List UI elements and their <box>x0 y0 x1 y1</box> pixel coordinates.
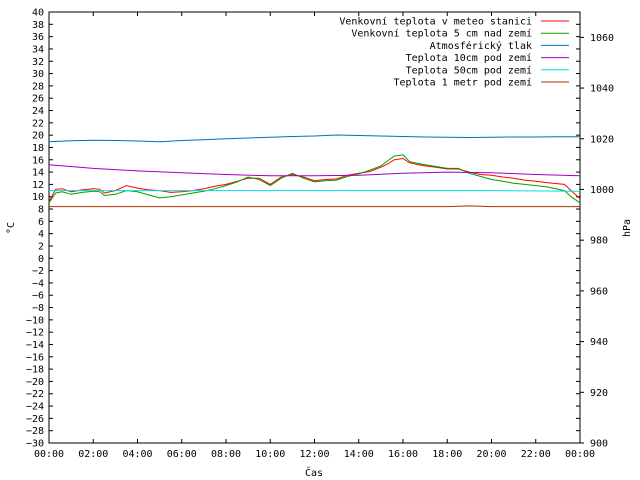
left-tick-label: 36 <box>32 32 44 43</box>
y2-tick-label: 1020 <box>590 134 614 145</box>
legend: Venkovní teplota v meteo staniciVenkovní… <box>339 16 569 89</box>
x-tick-label: 12:00 <box>299 449 329 460</box>
y-axis-label: °C <box>6 222 17 234</box>
left-tick-label: −22 <box>26 389 44 400</box>
left-tick-label: 6 <box>38 217 44 228</box>
x-tick-label: 00:00 <box>34 449 64 460</box>
left-tick-label: 40 <box>32 8 44 19</box>
x-tick-label: 20:00 <box>476 449 506 460</box>
series-lines <box>48 134 581 208</box>
y2-tick-label: 980 <box>590 236 608 247</box>
y2-tick-label: 960 <box>590 286 608 297</box>
legend-label: Teplota 10cm pod zemí <box>406 52 532 64</box>
left-tick-label: −18 <box>26 365 44 376</box>
y2-axis-label: hPa <box>622 219 633 237</box>
left-tick-label: −10 <box>26 315 44 326</box>
left-tick-label: −6 <box>32 291 44 302</box>
x-tick-label: 16:00 <box>388 449 418 460</box>
left-tick-label: 4 <box>38 229 44 240</box>
left-tick-label: −12 <box>26 328 44 339</box>
left-tick-label: 2 <box>38 241 44 252</box>
left-tick-label: −20 <box>26 377 44 388</box>
y2-tick-label: 920 <box>590 388 608 399</box>
left-tick-label: 18 <box>32 143 44 154</box>
left-tick-label: 16 <box>32 155 44 166</box>
legend-label: Atmosférický tlak <box>430 40 532 52</box>
left-tick-label: −26 <box>26 414 44 425</box>
left-tick-label: −30 <box>26 439 44 450</box>
left-tick-label: 30 <box>32 69 44 80</box>
x-tick-label: 10:00 <box>255 449 285 460</box>
left-tick-label: −4 <box>32 278 44 289</box>
y2-tick-label: 940 <box>590 337 608 348</box>
left-tick-label: −28 <box>26 426 44 437</box>
x-tick-label: 00:00 <box>565 449 595 460</box>
left-tick-label: −16 <box>26 352 44 363</box>
x-tick-label: 08:00 <box>211 449 241 460</box>
x-axis-label: Čas <box>305 466 323 479</box>
left-axis: −30−28−26−24−22−20−18−16−14−12−10−8−6−4−… <box>26 8 580 450</box>
series-line <box>48 134 580 143</box>
x-tick-label: 06:00 <box>167 449 197 460</box>
left-tick-label: 0 <box>38 254 44 265</box>
right-axis: 900 920 940 960 980 1000 1020 1040 1060 <box>580 33 614 450</box>
x-tick-label: 04:00 <box>122 449 152 460</box>
left-tick-label: 26 <box>32 94 44 105</box>
series-line <box>49 190 581 192</box>
x-tick-label: 22:00 <box>521 449 551 460</box>
left-tick-label: 8 <box>38 205 44 216</box>
legend-label: Venkovní teplota v meteo stanici <box>339 16 532 28</box>
left-tick-label: 14 <box>32 168 44 179</box>
left-tick-label: 24 <box>32 106 44 117</box>
legend-label: Venkovní teplota 5 cm nad zemí <box>351 28 532 40</box>
y2-tick-label: 1040 <box>590 84 614 95</box>
left-tick-label: 20 <box>32 131 44 142</box>
y2-tick-label: 1060 <box>590 33 614 44</box>
series-line <box>48 154 581 204</box>
left-tick-label: 34 <box>32 44 44 55</box>
left-tick-label: −24 <box>26 402 44 413</box>
left-tick-label: 12 <box>32 180 44 191</box>
x-axis: 00:00 02:00 04:00 06:00 08:00 10:00 12:00 14:00… <box>34 12 595 460</box>
x-tick-label: 02:00 <box>78 449 108 460</box>
left-tick-label: 22 <box>32 118 44 129</box>
y2-tick-label: 900 <box>590 439 608 450</box>
series-line <box>48 157 581 202</box>
x-tick-label: 14:00 <box>344 449 374 460</box>
left-tick-label: 38 <box>32 20 44 31</box>
legend-label: Teplota 1 metr pod zemí <box>394 77 532 89</box>
legend-label: Teplota 50cm pod zemí <box>406 64 532 76</box>
left-tick-label: 10 <box>32 192 44 203</box>
left-tick-label: −2 <box>32 266 44 277</box>
left-tick-label: 32 <box>32 57 44 68</box>
left-tick-label: −8 <box>32 303 44 314</box>
left-tick-label: 28 <box>32 81 44 92</box>
series-line <box>48 164 581 177</box>
series-line <box>49 205 580 208</box>
left-tick-label: −14 <box>26 340 44 351</box>
x-tick-label: 18:00 <box>432 449 462 460</box>
y2-tick-label: 1000 <box>590 185 614 196</box>
